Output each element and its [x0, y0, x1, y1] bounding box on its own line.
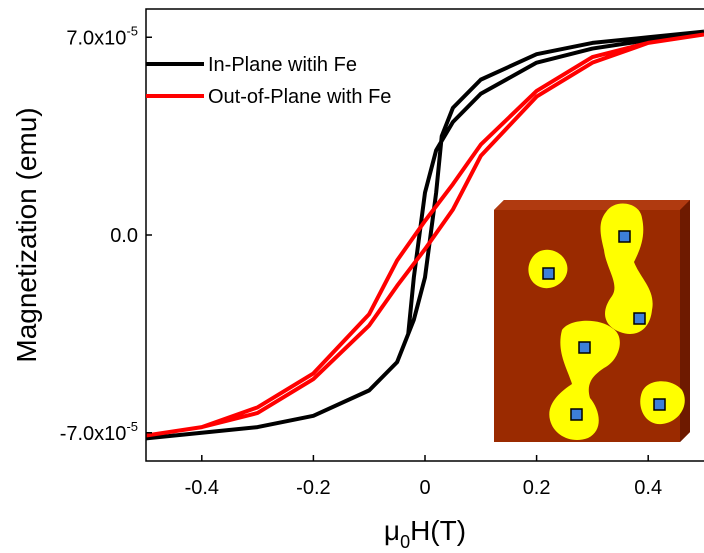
- series-line: [146, 32, 704, 438]
- y-tick-label-base: -7.0x10: [60, 423, 127, 445]
- x-tick-label: 0.2: [523, 477, 551, 499]
- y-tick-label: -7.0x10-5: [60, 419, 138, 445]
- x-label-symbol: μ: [384, 515, 400, 546]
- x-label-text: H(T): [410, 515, 466, 546]
- series-line: [146, 29, 704, 441]
- y-axis-label: Magnetization (emu): [11, 107, 42, 362]
- x-tick-label: -0.4: [185, 477, 219, 499]
- legend-label: In-Plane witih Fe: [208, 54, 357, 76]
- y-tick-label-exponent: -5: [126, 23, 138, 38]
- y-tick-label-exponent: -5: [126, 419, 138, 434]
- y-tick-label-base: 7.0x10: [66, 27, 126, 49]
- x-tick-label: 0: [419, 477, 430, 499]
- x-label-subscript: 0: [400, 532, 410, 552]
- legend-label: Out-of-Plane with Fe: [208, 86, 391, 108]
- x-tick-label: 0.4: [634, 477, 662, 499]
- x-axis-label: μ0H(T): [384, 515, 466, 552]
- y-tick-label: 0.0: [110, 225, 138, 247]
- inset-diagram: [494, 200, 690, 442]
- x-tick-label: -0.2: [296, 477, 330, 499]
- y-tick-label-base: 0.0: [110, 225, 138, 247]
- y-tick-label: 7.0x10-5: [66, 23, 138, 49]
